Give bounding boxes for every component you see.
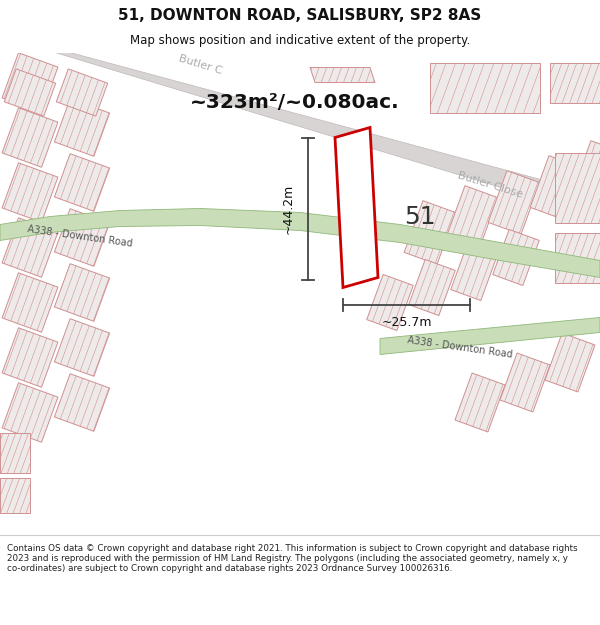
PathPatch shape — [367, 274, 413, 331]
Text: A338 - Downton Road: A338 - Downton Road — [27, 224, 133, 249]
Text: 51: 51 — [404, 206, 436, 229]
PathPatch shape — [2, 162, 58, 222]
Text: Map shows position and indicative extent of the property.: Map shows position and indicative extent… — [130, 34, 470, 48]
PathPatch shape — [2, 328, 58, 388]
PathPatch shape — [55, 319, 110, 376]
Text: Butler Close: Butler Close — [456, 170, 524, 199]
PathPatch shape — [404, 201, 456, 264]
PathPatch shape — [500, 353, 550, 412]
PathPatch shape — [4, 69, 56, 116]
Text: ~44.2m: ~44.2m — [281, 183, 295, 234]
PathPatch shape — [55, 99, 110, 156]
Text: A338 - Downton Road: A338 - Downton Road — [407, 335, 513, 360]
PathPatch shape — [310, 68, 375, 82]
PathPatch shape — [530, 156, 582, 219]
PathPatch shape — [493, 229, 539, 286]
PathPatch shape — [550, 62, 600, 102]
PathPatch shape — [488, 171, 540, 234]
PathPatch shape — [55, 374, 110, 431]
PathPatch shape — [430, 62, 540, 112]
PathPatch shape — [56, 69, 108, 116]
PathPatch shape — [2, 107, 58, 168]
Polygon shape — [380, 318, 600, 354]
PathPatch shape — [545, 333, 595, 392]
PathPatch shape — [2, 52, 58, 112]
PathPatch shape — [455, 373, 505, 432]
Text: ~323m²/~0.080ac.: ~323m²/~0.080ac. — [190, 93, 400, 112]
PathPatch shape — [55, 154, 110, 211]
Polygon shape — [335, 127, 378, 288]
PathPatch shape — [0, 478, 30, 512]
PathPatch shape — [451, 244, 497, 301]
PathPatch shape — [2, 382, 58, 442]
PathPatch shape — [572, 141, 600, 204]
Polygon shape — [0, 209, 600, 278]
PathPatch shape — [2, 272, 58, 332]
PathPatch shape — [0, 432, 30, 472]
PathPatch shape — [409, 259, 455, 316]
PathPatch shape — [2, 217, 58, 278]
Text: 51, DOWNTON ROAD, SALISBURY, SP2 8AS: 51, DOWNTON ROAD, SALISBURY, SP2 8AS — [118, 8, 482, 23]
Polygon shape — [55, 52, 600, 217]
PathPatch shape — [555, 152, 600, 222]
Text: Butler C: Butler C — [177, 53, 223, 76]
Text: Contains OS data © Crown copyright and database right 2021. This information is : Contains OS data © Crown copyright and d… — [7, 544, 578, 573]
PathPatch shape — [55, 209, 110, 266]
PathPatch shape — [555, 232, 600, 282]
PathPatch shape — [446, 186, 498, 249]
PathPatch shape — [55, 264, 110, 321]
Text: ~25.7m: ~25.7m — [381, 316, 432, 329]
